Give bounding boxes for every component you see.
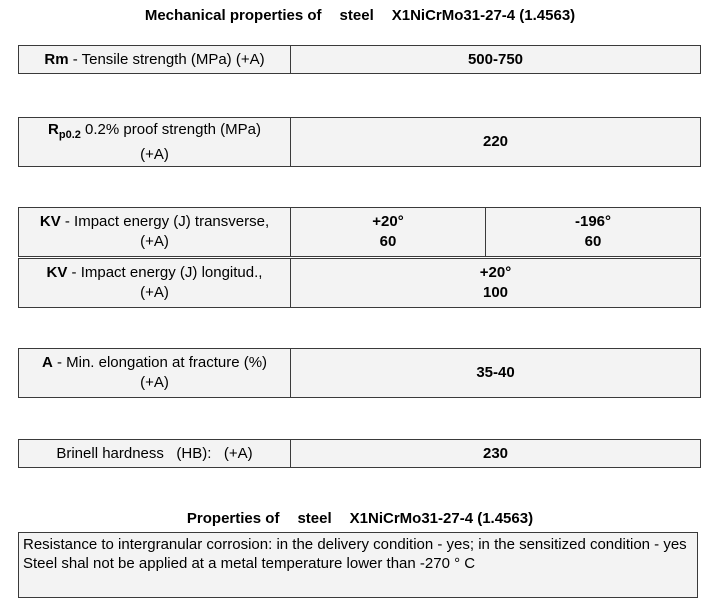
impact-energy-longitudinal-label: KV - Impact energy (J) longitud., (+A) (18, 258, 291, 308)
impact-energy-longitudinal-table: KV - Impact energy (J) longitud., (+A) +2… (18, 258, 701, 308)
elongation-value: 35-40 (290, 348, 701, 398)
mechanical-properties-title: Mechanical properties of steel X1NiCrMo31-… (144, 7, 576, 24)
elongation-label: A - Min. elongation at fracture (%) (+A) (18, 348, 291, 398)
proof-strength-value: 220 (290, 117, 701, 167)
temperature-note: Steel shal not be applied at a metal tem… (23, 555, 476, 572)
corrosion-note: Resistance to intergranular corrosion: i… (23, 536, 687, 553)
proof-strength-table: Rp0.2 0.2% proof strength (MPa) (+A) 220 (18, 117, 701, 167)
brinell-hardness-table: Brinell hardness (HB): (+A) 230 (18, 439, 701, 468)
impact-energy-transverse-label: KV - Impact energy (J) transverse, (+A) (18, 207, 291, 257)
brinell-hardness-value: 230 (290, 439, 701, 468)
tensile-strength-value: 500-750 (290, 45, 701, 74)
properties-title: Properties of steel X1NiCrMo31-27-4 (1.456… (186, 510, 534, 527)
tensile-strength-label: Rm - Tensile strength (MPa) (+A) (18, 45, 291, 74)
properties-notes: Resistance to intergranular corrosion: i… (18, 532, 698, 598)
proof-strength-label: Rp0.2 0.2% proof strength (MPa) (+A) (18, 117, 291, 167)
brinell-hardness-label: Brinell hardness (HB): (+A) (18, 439, 291, 468)
impact-energy-transverse-value-1: +20° 60 (290, 207, 486, 257)
impact-energy-transverse-value-2: -196° 60 (485, 207, 701, 257)
tensile-strength-table: Rm - Tensile strength (MPa) (+A) 500-750 (18, 45, 701, 74)
elongation-table: A - Min. elongation at fracture (%) (+A) … (18, 348, 701, 398)
impact-energy-transverse-table: KV - Impact energy (J) transverse, (+A) +… (18, 207, 701, 257)
impact-energy-longitudinal-value: +20° 100 (290, 258, 701, 308)
